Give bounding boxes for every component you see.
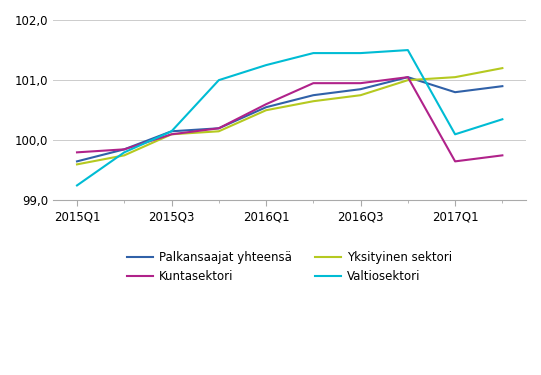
- Valtiosektori: [121, 150, 128, 154]
- Kuntasektori: [499, 153, 506, 158]
- Yksityinen sektori: [263, 108, 269, 112]
- Kuntasektori: [310, 81, 316, 86]
- Kuntasektori: [121, 147, 128, 152]
- Line: Kuntasektori: Kuntasektori: [77, 77, 503, 161]
- Kuntasektori: [263, 102, 269, 106]
- Kuntasektori: [405, 75, 411, 80]
- Yksityinen sektori: [74, 162, 80, 166]
- Palkansaajat yhteensä: [168, 129, 175, 134]
- Valtiosektori: [263, 63, 269, 68]
- Palkansaajat yhteensä: [499, 84, 506, 88]
- Legend: Palkansaajat yhteensä, Kuntasektori, Yksityinen sektori, Valtiosektori: Palkansaajat yhteensä, Kuntasektori, Yks…: [122, 246, 457, 287]
- Line: Valtiosektori: Valtiosektori: [77, 50, 503, 185]
- Line: Palkansaajat yhteensä: Palkansaajat yhteensä: [77, 77, 503, 161]
- Yksityinen sektori: [215, 129, 222, 134]
- Yksityinen sektori: [168, 132, 175, 136]
- Palkansaajat yhteensä: [452, 90, 458, 94]
- Palkansaajat yhteensä: [357, 87, 364, 92]
- Palkansaajat yhteensä: [310, 93, 316, 98]
- Kuntasektori: [74, 150, 80, 154]
- Valtiosektori: [357, 51, 364, 56]
- Palkansaajat yhteensä: [121, 147, 128, 152]
- Kuntasektori: [215, 126, 222, 130]
- Valtiosektori: [405, 48, 411, 52]
- Palkansaajat yhteensä: [74, 159, 80, 164]
- Valtiosektori: [168, 129, 175, 134]
- Kuntasektori: [452, 159, 458, 164]
- Palkansaajat yhteensä: [405, 75, 411, 80]
- Yksityinen sektori: [121, 153, 128, 158]
- Valtiosektori: [452, 132, 458, 136]
- Valtiosektori: [499, 117, 506, 122]
- Palkansaajat yhteensä: [263, 105, 269, 110]
- Valtiosektori: [310, 51, 316, 56]
- Kuntasektori: [168, 132, 175, 136]
- Yksityinen sektori: [357, 93, 364, 98]
- Yksityinen sektori: [499, 66, 506, 70]
- Yksityinen sektori: [452, 75, 458, 80]
- Valtiosektori: [215, 78, 222, 82]
- Kuntasektori: [357, 81, 364, 86]
- Line: Yksityinen sektori: Yksityinen sektori: [77, 68, 503, 164]
- Valtiosektori: [74, 183, 80, 188]
- Palkansaajat yhteensä: [215, 126, 222, 130]
- Yksityinen sektori: [405, 78, 411, 82]
- Yksityinen sektori: [310, 99, 316, 104]
